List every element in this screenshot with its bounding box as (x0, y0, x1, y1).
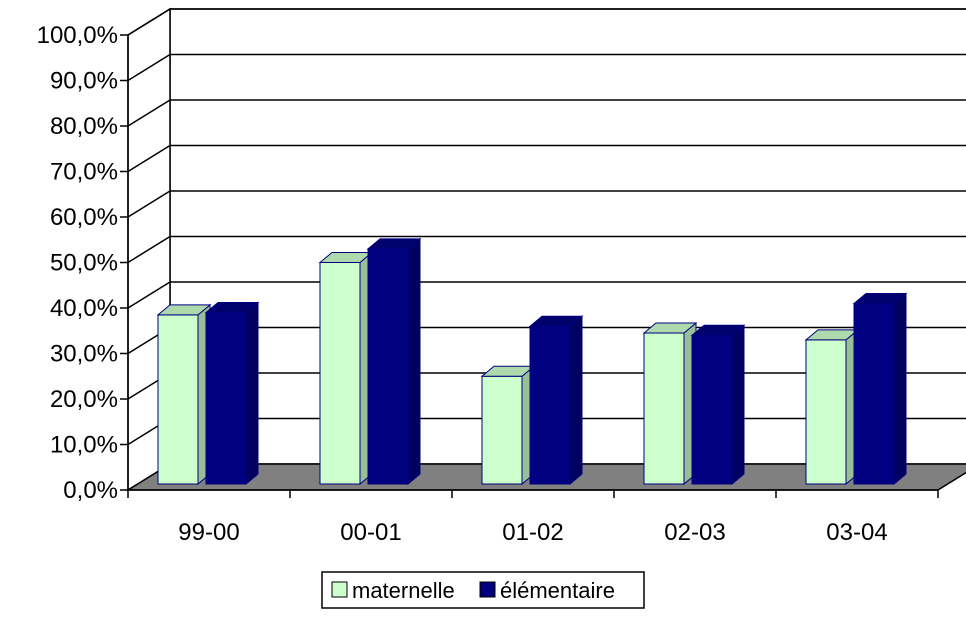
bar-side (731, 324, 745, 486)
gridline (127, 144, 966, 173)
bar-front (319, 262, 361, 485)
chart-bars (156, 237, 908, 486)
bar-top (852, 292, 908, 304)
bar (480, 365, 536, 486)
bar-top (156, 304, 212, 316)
gridline (127, 235, 966, 264)
bar (204, 301, 260, 486)
y-tick-label: 30,0% (50, 341, 118, 368)
bar-front (157, 314, 199, 485)
gridline (127, 53, 966, 82)
legend-swatch (331, 581, 348, 598)
bar-front (805, 339, 847, 485)
legend-label: maternelle (352, 578, 455, 603)
gridline (127, 8, 966, 36)
bar (156, 303, 212, 486)
y-tick-label: 60,0% (50, 204, 118, 231)
y-tick-label: 90,0% (50, 68, 118, 95)
chart-legend: maternelle élémentaire (321, 571, 645, 609)
bar-top (528, 315, 584, 327)
y-tick-label: 0,0% (63, 477, 118, 504)
y-tick-label: 80,0% (50, 113, 118, 140)
bar-top (366, 238, 422, 250)
y-tick-label: 40,0% (50, 295, 118, 322)
y-tick-label: 100,0% (37, 22, 118, 49)
bar-front (643, 332, 685, 485)
bar (318, 251, 374, 486)
bar-side (407, 237, 421, 486)
chart-labels: 0,0% 10,0% 20,0% 30,0% 40,0% 50,0% 60,0% 70,0% 8… (37, 22, 888, 546)
bar-front (205, 312, 247, 485)
bar-front (481, 375, 523, 485)
y-tick-label: 20,0% (50, 386, 118, 413)
bar (642, 321, 698, 486)
y-tick-label: 70,0% (50, 159, 118, 186)
bar-side (893, 292, 907, 486)
x-tick-label: 99-00 (178, 519, 239, 546)
bar-front (691, 334, 733, 485)
legend-swatch (479, 581, 496, 598)
bar (852, 292, 908, 486)
bar (804, 328, 860, 486)
gridline (127, 281, 966, 309)
bar-side (245, 301, 259, 486)
chart-axes (120, 34, 939, 498)
y-tick-label: 10,0% (50, 432, 118, 459)
x-tick-label: 01-02 (502, 519, 563, 546)
bar-top (642, 322, 698, 334)
bar (366, 237, 422, 486)
bar-front (367, 248, 409, 485)
bar-top (690, 324, 746, 336)
gridline (127, 190, 966, 218)
gridline (127, 99, 966, 127)
bar-front (853, 302, 895, 485)
bar-side (569, 315, 583, 486)
bar (690, 324, 746, 486)
y-tick-label: 50,0% (50, 250, 118, 277)
x-tick-label: 02-03 (664, 519, 725, 546)
legend-label: élémentaire (500, 578, 615, 603)
bar-top (204, 302, 260, 314)
x-tick-label: 00-01 (340, 519, 401, 546)
x-tick-label: 03-04 (826, 519, 887, 546)
bar-front (529, 325, 571, 485)
bar (528, 315, 584, 486)
